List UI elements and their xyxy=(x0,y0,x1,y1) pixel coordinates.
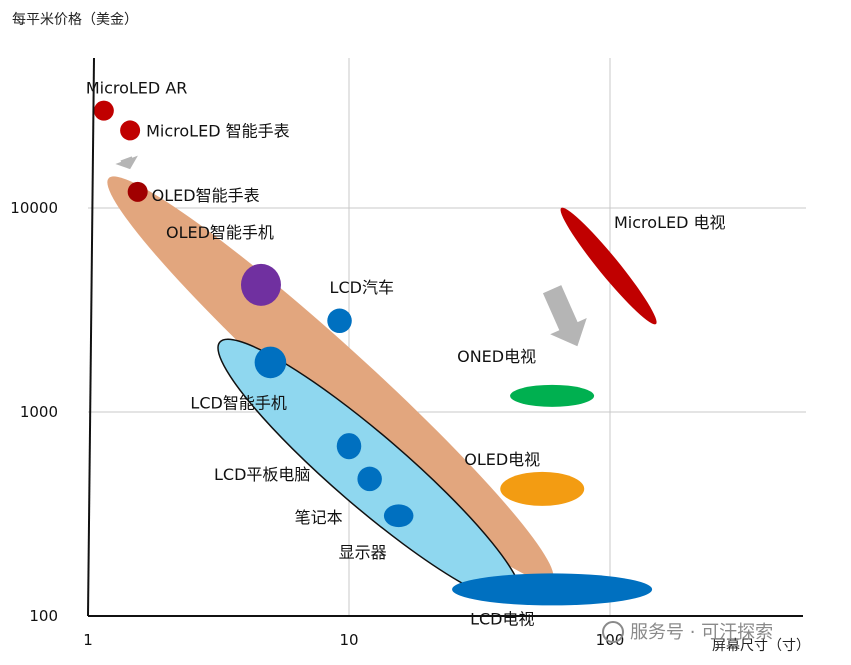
band-2 xyxy=(560,207,657,325)
point-labels-layer: MicroLED AR MicroLED 智能手表 OLED智能手表 OLED智能手机… xyxy=(86,79,726,629)
y-tick-label: 1000 xyxy=(20,403,58,421)
point-marker xyxy=(93,100,114,121)
point-label: MicroLED AR xyxy=(86,79,188,98)
point-marker xyxy=(357,466,382,492)
point-marker xyxy=(240,263,281,306)
point-label: LCD电视 xyxy=(470,609,534,628)
point-label: ONED电视 xyxy=(457,347,536,366)
grid xyxy=(88,58,806,616)
point-marker xyxy=(254,346,287,379)
points-layer xyxy=(93,100,653,606)
arrows-layer xyxy=(115,155,587,347)
watermark: 服务号 · 可汗探索 xyxy=(602,621,773,643)
y-tick-label: 100 xyxy=(29,607,58,625)
point-marker xyxy=(327,308,352,334)
point-label: 显示器 xyxy=(339,543,387,562)
point-label: 笔记本 xyxy=(295,508,343,527)
point-marker xyxy=(500,471,585,506)
band-label: MicroLED 电视 xyxy=(614,213,726,232)
trend-arrow xyxy=(115,155,138,170)
watermark-text: 服务号 · 可汗探索 xyxy=(630,622,773,643)
x-axis-title: 屏幕尺寸（寸） xyxy=(712,638,810,654)
x-tick-label: 1 xyxy=(83,631,93,649)
point-marker xyxy=(452,573,653,606)
point-marker xyxy=(336,433,362,460)
trend-arrow xyxy=(542,285,587,347)
point-label: OLED电视 xyxy=(464,450,540,469)
y-axis-title: 每平米价格（美金） xyxy=(12,12,138,28)
point-marker xyxy=(127,181,148,202)
band-0 xyxy=(107,176,554,582)
axes xyxy=(87,57,803,617)
point-marker xyxy=(510,384,595,407)
watermark-icon xyxy=(602,621,624,643)
point-label: MicroLED 智能手表 xyxy=(146,121,290,140)
y-axis-line xyxy=(87,57,95,617)
point-marker xyxy=(120,120,141,141)
point-label: LCD汽车 xyxy=(330,278,394,297)
x-tick-label: 10 xyxy=(339,631,358,649)
point-label: LCD智能手机 xyxy=(190,393,286,412)
y-tick-label: 10000 xyxy=(10,199,58,217)
point-label: OLED智能手机 xyxy=(166,223,274,242)
point-label: OLED智能手表 xyxy=(152,186,260,205)
point-label: LCD平板电脑 xyxy=(214,465,310,484)
point-marker xyxy=(383,504,414,528)
